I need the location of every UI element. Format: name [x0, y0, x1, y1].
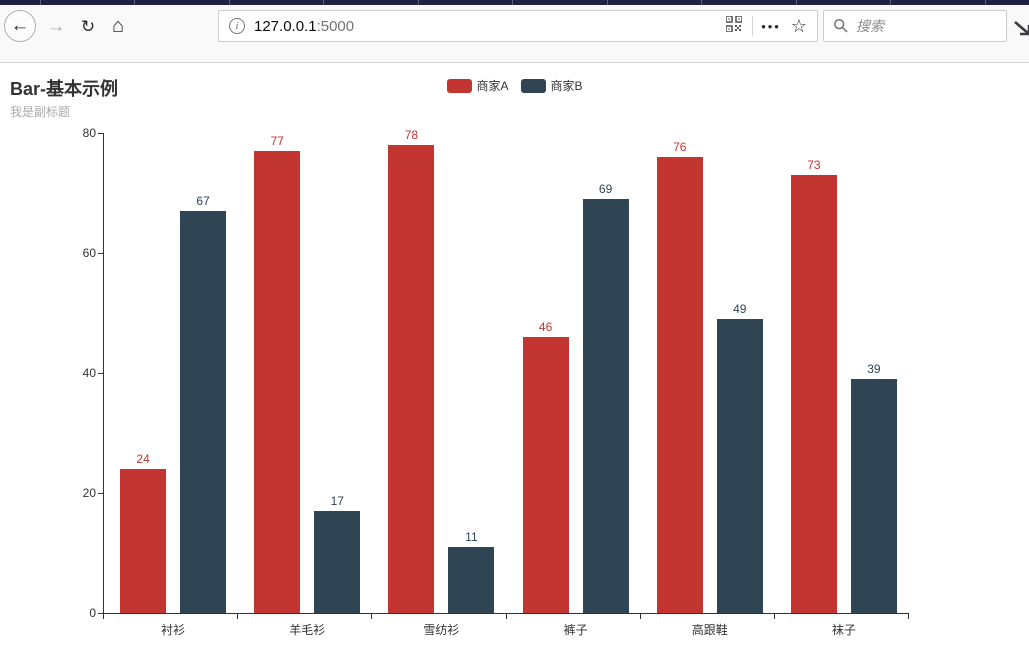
legend-label: 商家A — [476, 79, 509, 93]
site-info-icon[interactable]: i — [229, 18, 245, 34]
bar[interactable] — [582, 199, 629, 613]
tab-separator — [40, 0, 41, 5]
url-bar[interactable]: i 127.0.0.1 :5000 ••• ☆ — [218, 10, 818, 42]
bar-value-label: 24 — [136, 452, 150, 466]
x-axis-tick — [639, 614, 641, 619]
bar-value-label: 49 — [733, 302, 747, 316]
y-axis-tick-label: 40 — [82, 366, 96, 380]
tab-strip — [0, 0, 1029, 5]
reload-icon[interactable]: ↻ — [80, 17, 96, 36]
home-icon[interactable]: ⌂ — [111, 14, 125, 37]
tab-separator — [985, 0, 986, 5]
y-axis-tick — [98, 253, 103, 254]
bar[interactable] — [314, 511, 361, 613]
download-icon[interactable] — [1012, 19, 1029, 48]
x-axis-category-label: 羊毛衫 — [289, 623, 326, 637]
bar[interactable] — [850, 379, 897, 613]
bar[interactable] — [716, 319, 763, 613]
legend-item[interactable]: 商家B — [520, 77, 583, 94]
y-axis-tick — [98, 373, 103, 374]
tab-separator — [323, 0, 324, 5]
x-axis-tick — [908, 614, 909, 619]
forward-button[interactable]: → — [46, 16, 66, 37]
legend: 商家A 商家B — [446, 77, 583, 94]
legend-item[interactable]: 商家A — [446, 77, 509, 94]
bar[interactable] — [180, 211, 227, 613]
tab-separator — [229, 0, 230, 5]
url-port: :5000 — [316, 17, 355, 35]
bar-value-label: 17 — [330, 494, 344, 508]
x-axis-tick — [371, 614, 373, 619]
bar-value-label: 76 — [673, 140, 687, 154]
bar[interactable] — [388, 145, 435, 613]
tab-separator — [134, 0, 135, 5]
y-axis-tick-label: 20 — [82, 486, 96, 500]
x-axis-category-label: 衬衫 — [161, 623, 186, 637]
browser-toolbar: ← → ↻ ⌂ i 127.0.0.1 :5000 ••• ☆ — [0, 5, 1029, 63]
x-axis-line — [103, 613, 909, 614]
bar[interactable] — [656, 157, 703, 613]
bar-value-label: 11 — [465, 530, 478, 544]
page-actions-icon[interactable]: ••• — [761, 18, 781, 34]
bar-value-label: 46 — [538, 320, 553, 334]
x-axis-tick — [773, 614, 775, 619]
y-axis-tick — [98, 613, 103, 614]
search-bar[interactable] — [823, 10, 1007, 42]
bar[interactable] — [120, 469, 167, 613]
y-axis-tick — [98, 493, 103, 494]
x-axis-category-label: 裤子 — [563, 623, 588, 637]
legend-label: 商家B — [550, 79, 583, 93]
bar-value-label: 77 — [270, 134, 284, 148]
bar[interactable] — [790, 175, 837, 613]
chart-subtitle: 我是副标题 — [10, 105, 71, 119]
search-input[interactable] — [856, 18, 1006, 34]
tab-separator — [418, 0, 419, 5]
y-axis-line — [103, 133, 104, 614]
y-axis-tick — [98, 133, 103, 134]
url-host: 127.0.0.1 — [254, 17, 317, 35]
tab-separator — [796, 0, 797, 5]
chart-title: Bar-基本示例 — [10, 79, 119, 99]
search-icon — [834, 19, 848, 33]
bar-value-label: 73 — [807, 158, 821, 172]
bar-value-label: 67 — [196, 194, 210, 208]
tab-separator — [701, 0, 702, 5]
x-axis-tick — [237, 614, 239, 619]
tab-separator — [890, 0, 891, 5]
tab-separator — [512, 0, 513, 5]
bar-value-label: 69 — [598, 182, 613, 196]
bar[interactable] — [254, 151, 301, 613]
legend-swatch — [520, 78, 546, 93]
x-axis-category-label: 高跟鞋 — [691, 623, 728, 637]
y-axis-tick-label: 60 — [82, 246, 96, 260]
bar[interactable] — [522, 337, 569, 613]
bar-value-label: 39 — [867, 362, 881, 376]
x-axis-tick — [505, 614, 507, 619]
legend-swatch — [446, 78, 472, 93]
bar-value-label: 78 — [404, 128, 419, 142]
y-axis-tick-label: 80 — [82, 126, 96, 140]
bookmark-star-icon[interactable]: ☆ — [790, 15, 807, 36]
back-button[interactable]: ← — [4, 10, 36, 42]
url-bar-separator — [752, 16, 754, 36]
x-axis-category-label: 雪纺衫 — [423, 623, 460, 637]
bar[interactable] — [448, 547, 495, 613]
x-axis-tick — [103, 614, 104, 619]
y-axis-tick-label: 0 — [89, 606, 96, 620]
x-axis-category-label: 袜子 — [831, 623, 856, 637]
tab-separator — [607, 0, 608, 5]
qr-code-icon[interactable] — [725, 14, 744, 37]
chart-canvas: Bar-基本示例 我是副标题 商家A 商家B 0 20 40 60 80 衬衫 羊毛衫 雪纺衫 裤… — [0, 63, 1029, 654]
